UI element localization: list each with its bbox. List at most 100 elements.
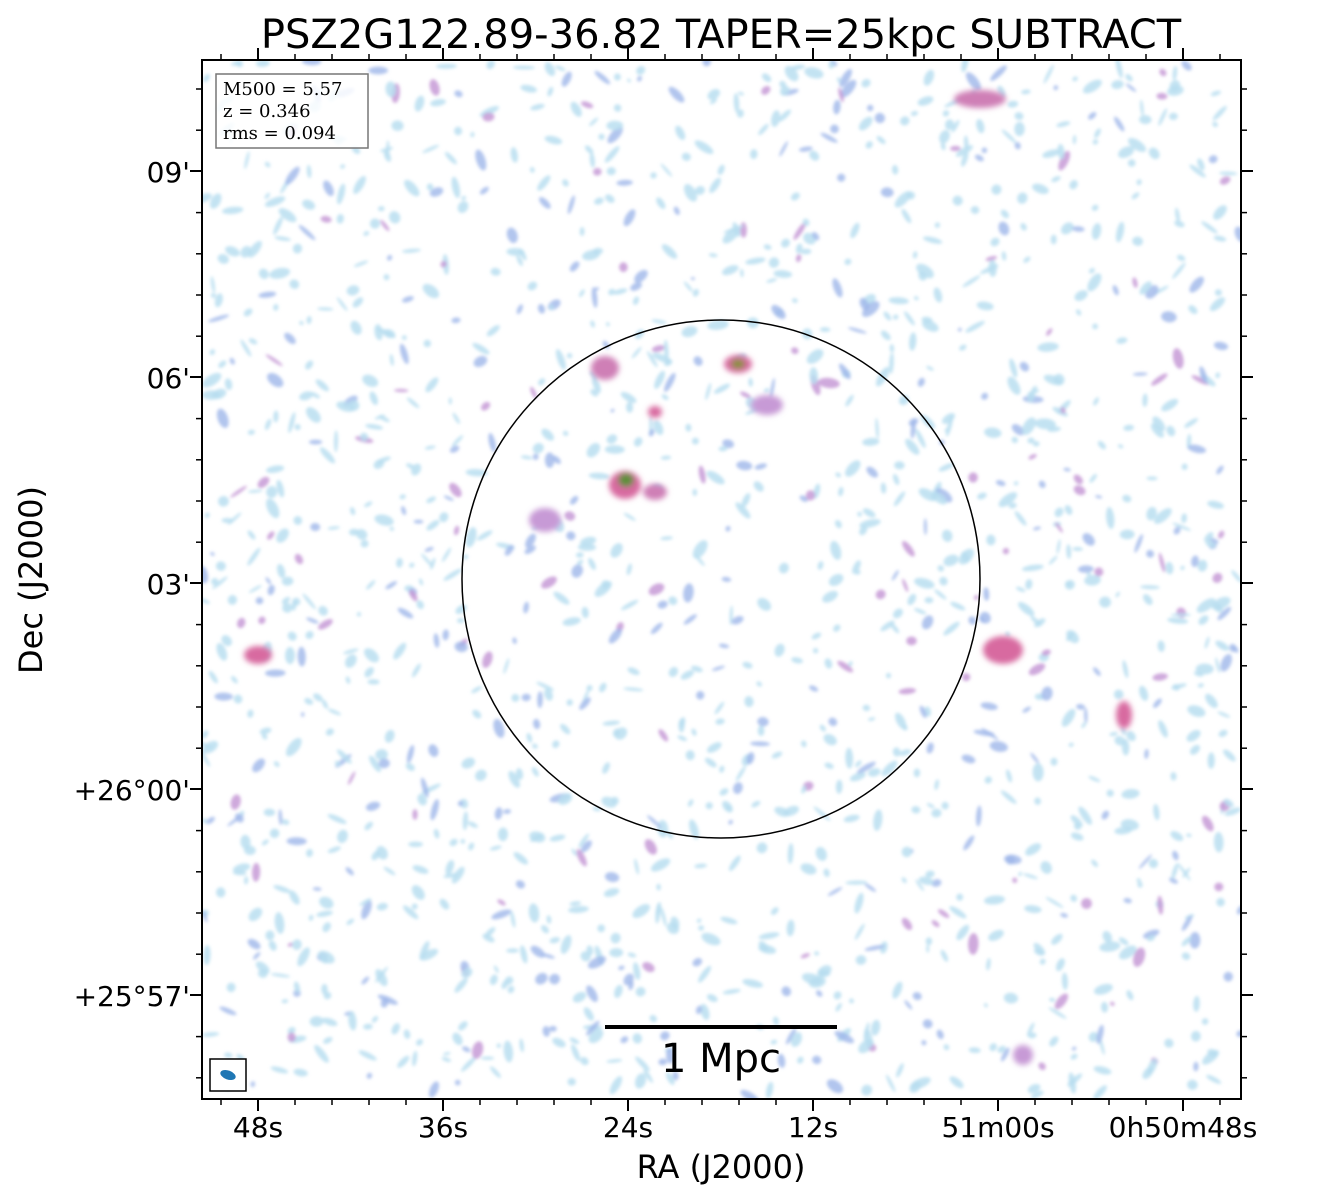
noise-blob	[991, 184, 1002, 195]
noise-blob	[363, 231, 370, 236]
noise-blob	[714, 383, 730, 394]
noise-blob	[918, 488, 937, 502]
noise-blob	[1027, 1022, 1035, 1037]
noise-blob	[488, 433, 497, 453]
noise-blob	[239, 810, 245, 816]
noise-blob	[906, 636, 917, 646]
noise-blob	[1014, 121, 1025, 137]
noise-blob	[1048, 555, 1058, 565]
noise-emission-layer	[202, 60, 1241, 1099]
noise-blob	[1001, 129, 1017, 144]
noise-blob	[274, 236, 291, 241]
noise-blob	[452, 412, 460, 424]
noise-blob	[681, 326, 698, 338]
noise-blob	[1066, 544, 1072, 559]
noise-blob	[333, 430, 339, 453]
noise-blob	[319, 896, 334, 909]
noise-blob	[1093, 1085, 1107, 1099]
noise-blob	[795, 254, 802, 263]
noise-blob	[619, 262, 628, 273]
noise-blob	[707, 320, 729, 330]
noise-blob	[506, 948, 519, 953]
noise-blob	[240, 834, 251, 850]
noise-blob	[549, 834, 566, 842]
noise-blob	[569, 261, 580, 272]
noise-blob	[766, 278, 778, 283]
noise-blob	[736, 109, 744, 118]
noise-blob	[538, 378, 546, 386]
noise-blob	[961, 754, 976, 764]
noise-blob	[209, 193, 222, 209]
noise-blob	[758, 941, 769, 952]
noise-blob	[636, 75, 643, 82]
noise-blob	[837, 173, 846, 182]
noise-blob	[990, 237, 1000, 247]
noise-blob	[533, 718, 541, 730]
noise-blob	[399, 343, 409, 365]
noise-blob	[778, 562, 789, 574]
noise-blob	[284, 332, 296, 345]
noise-blob	[1037, 342, 1059, 352]
noise-blob	[850, 222, 860, 239]
noise-blob	[705, 383, 712, 400]
noise-blob	[1139, 685, 1149, 701]
noise-blob	[1205, 693, 1218, 709]
radio-source-bright-core	[618, 473, 634, 487]
noise-blob	[1003, 992, 1018, 1004]
noise-blob	[635, 1056, 650, 1072]
noise-blob	[958, 548, 975, 565]
noise-blob	[1126, 731, 1136, 742]
noise-blob	[292, 939, 302, 950]
radio-source-top-right	[954, 90, 1006, 108]
noise-blob	[216, 642, 228, 661]
noise-blob	[409, 562, 415, 568]
noise-blob	[666, 1047, 674, 1064]
noise-blob	[313, 693, 323, 702]
noise-blob	[731, 615, 744, 625]
noise-blob	[828, 717, 838, 727]
noise-blob	[833, 99, 841, 115]
noise-blob	[756, 681, 762, 687]
noise-blob	[320, 215, 332, 223]
noise-blob	[443, 1052, 451, 1056]
noise-blob	[287, 942, 293, 947]
noise-blob	[1122, 660, 1129, 679]
noise-blob	[549, 937, 560, 944]
noise-blob	[356, 612, 362, 617]
noise-blob	[862, 301, 880, 317]
noise-blob	[1213, 235, 1227, 242]
noise-blob	[306, 164, 312, 179]
noise-blob	[647, 351, 658, 368]
noise-blob	[867, 717, 876, 721]
noise-blob	[1144, 748, 1149, 759]
noise-blob	[1018, 871, 1022, 877]
noise-blob	[1093, 667, 1101, 676]
noise-blob	[1132, 277, 1138, 288]
noise-blob	[834, 519, 842, 529]
noise-blob	[1070, 894, 1078, 902]
noise-blob	[552, 455, 561, 464]
noise-blob	[802, 218, 810, 227]
noise-blob	[579, 227, 585, 236]
noise-blob	[905, 438, 920, 455]
noise-blob	[900, 116, 910, 126]
noise-blob	[901, 846, 912, 858]
noise-blob	[973, 595, 979, 600]
noise-blob	[711, 665, 725, 671]
noise-blob	[293, 516, 303, 525]
noise-blob	[258, 268, 269, 279]
noise-blob	[648, 583, 665, 596]
noise-blob	[1072, 76, 1078, 82]
noise-blob	[443, 495, 454, 501]
noise-blob	[1056, 539, 1061, 554]
noise-blob	[1038, 480, 1046, 489]
x-tick-labels: 48s 36s 24s 12s 51m00s 0h50m48s	[233, 1111, 1257, 1144]
noise-blob	[952, 195, 963, 206]
noise-blob	[899, 749, 911, 756]
noise-blob	[1111, 80, 1124, 90]
noise-blob	[594, 581, 612, 597]
noise-blob	[631, 346, 642, 359]
noise-blob	[1020, 223, 1027, 231]
noise-blob	[598, 133, 605, 140]
noise-blob	[581, 101, 594, 109]
